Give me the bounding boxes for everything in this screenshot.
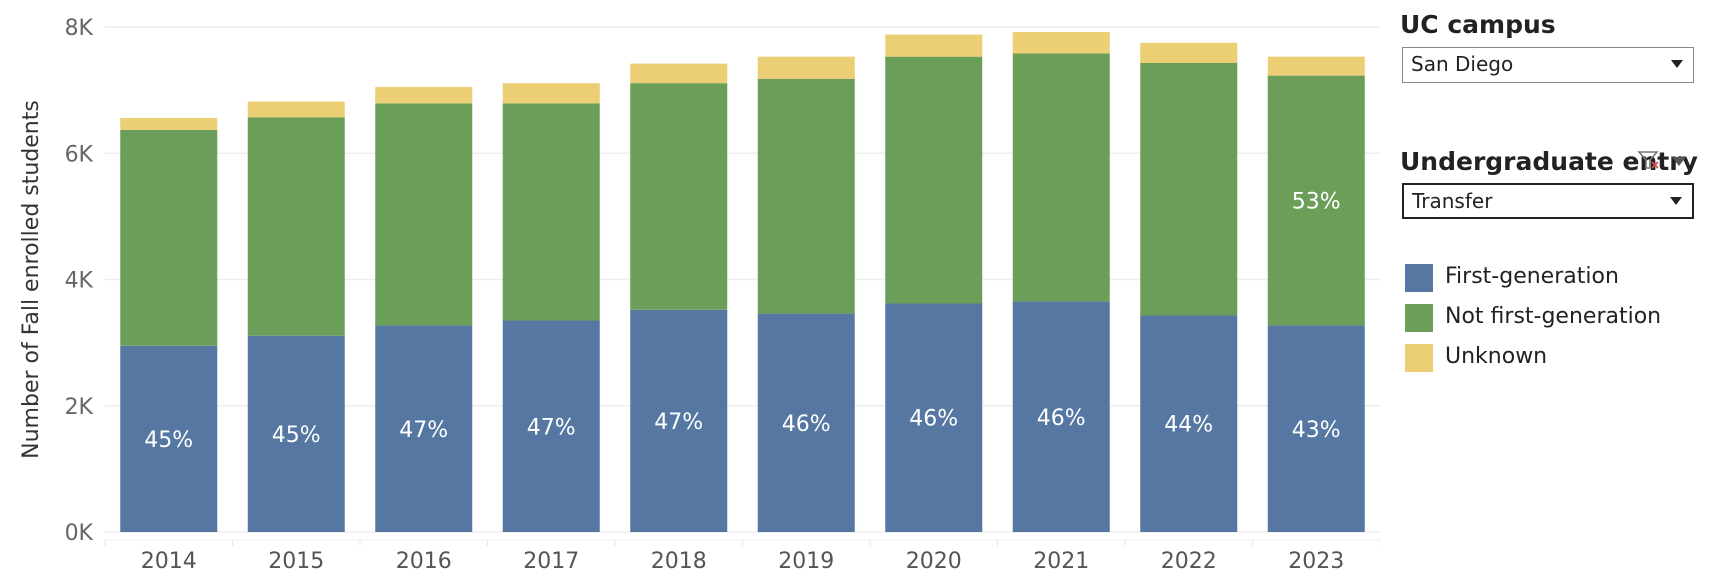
data-label: 46% <box>1037 406 1086 431</box>
x-tick-label: 2022 <box>1161 549 1217 574</box>
bar-segment <box>1012 53 1110 302</box>
legend-item-not-first-generation[interactable]: Not first-generation <box>1405 302 1705 342</box>
filter-clear-icon[interactable] <box>1637 150 1661 172</box>
x-tick-label: 2015 <box>268 549 324 574</box>
bar-segment <box>885 303 983 532</box>
legend-item-first-generation[interactable]: First-generation <box>1405 262 1705 302</box>
stacked-bar-chart: 0K 2K 4K 6K 8K 2014 2015 2016 2017 2018 2019 2020 20… <box>19 16 1380 574</box>
data-label: 47% <box>399 418 448 443</box>
legend-swatch <box>1405 264 1433 292</box>
bar-segment <box>1267 56 1365 76</box>
bar-segment <box>1267 325 1365 532</box>
x-tick-label: 2020 <box>906 549 962 574</box>
bar-segment <box>375 103 473 326</box>
data-label: 53% <box>1292 190 1341 215</box>
x-tick-label: 2023 <box>1288 549 1344 574</box>
campus-dropdown[interactable]: San Diego <box>1402 47 1694 83</box>
bar-segment <box>1267 75 1365 326</box>
bar-segment <box>1012 32 1110 54</box>
bar-segment <box>757 56 855 79</box>
legend-label: Not first-generation <box>1445 304 1662 329</box>
data-label: 45% <box>144 428 193 453</box>
legend-swatch <box>1405 304 1433 332</box>
legend-label: Unknown <box>1445 344 1548 369</box>
legend-label: First-generation <box>1445 264 1619 289</box>
x-tick-label: 2019 <box>778 549 834 574</box>
bar-segment <box>757 313 855 532</box>
x-tick-label: 2017 <box>523 549 579 574</box>
bar-segment <box>502 103 600 321</box>
campus-dropdown-value: San Diego <box>1411 52 1514 76</box>
y-tick-label: 2K <box>65 395 94 420</box>
chevron-down-icon <box>1671 60 1683 68</box>
bar-segment <box>1012 301 1110 532</box>
bar-segment <box>885 34 983 57</box>
legend-swatch <box>1405 344 1433 372</box>
bar-segment <box>630 63 728 84</box>
x-tick-label: 2014 <box>141 549 197 574</box>
bar-segment <box>1140 62 1238 316</box>
bar-segment <box>375 86 473 104</box>
bar-segment <box>120 129 218 346</box>
legend-item-unknown[interactable]: Unknown <box>1405 342 1705 382</box>
y-axis-title: Number of Fall enrolled students <box>19 100 44 459</box>
data-label: 44% <box>1164 413 1213 438</box>
x-tick-label: 2016 <box>396 549 452 574</box>
data-label: 43% <box>1292 418 1341 443</box>
data-label: 47% <box>654 410 703 435</box>
data-label: 45% <box>272 423 321 448</box>
bar-segment <box>247 335 345 532</box>
bar-segment <box>757 78 855 314</box>
x-tick-label: 2021 <box>1033 549 1089 574</box>
data-label: 47% <box>527 415 576 440</box>
bar-segment <box>630 309 728 532</box>
bar-segment <box>1140 42 1238 63</box>
y-tick-label: 4K <box>65 269 94 294</box>
y-tick-label: 6K <box>65 142 94 167</box>
legend: First-generation Not first-generation Un… <box>1405 262 1705 382</box>
data-label: 46% <box>782 412 831 437</box>
y-tick-label: 0K <box>65 521 94 546</box>
bar-segment <box>120 117 218 130</box>
filter-panel: UC campus San Diego Undergraduate entry … <box>1400 0 1712 588</box>
bar-segment <box>247 117 345 336</box>
bar-segment <box>247 101 345 118</box>
bar-segment <box>502 83 600 104</box>
bar-segment <box>502 320 600 532</box>
entry-dropdown[interactable]: Transfer <box>1402 183 1694 219</box>
bar-segment <box>375 325 473 532</box>
bar-segment <box>885 56 983 304</box>
bar-segment <box>630 83 728 310</box>
chevron-down-icon <box>1670 197 1682 205</box>
entry-dropdown-value: Transfer <box>1412 189 1493 213</box>
x-tick-label: 2018 <box>651 549 707 574</box>
menu-arrow-icon[interactable] <box>1672 157 1686 166</box>
bar-segment <box>120 345 218 532</box>
bar-segment <box>1140 315 1238 532</box>
campus-filter-title: UC campus <box>1400 10 1556 39</box>
data-label: 46% <box>909 407 958 432</box>
y-tick-label: 8K <box>65 16 94 41</box>
